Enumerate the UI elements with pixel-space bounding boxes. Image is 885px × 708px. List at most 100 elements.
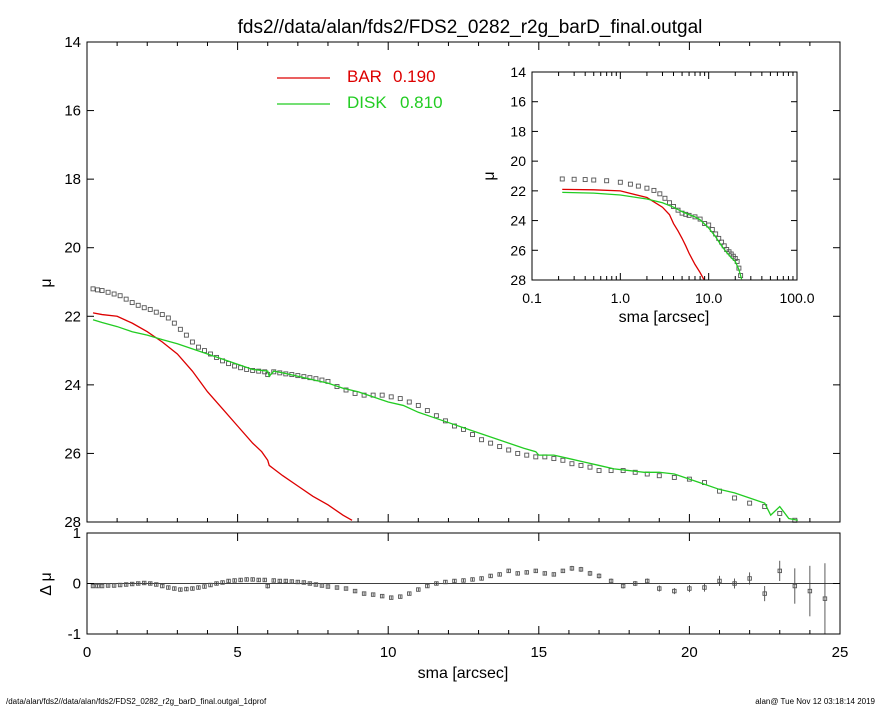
residual-data-point [184,586,189,592]
inset-plot-panel: 0.1 1.0 10.0 100.0 14 16 18 20 22 24 26 28 sma [arc… [481,64,815,326]
main-data-point [171,320,177,326]
inset-series-disk [562,191,743,280]
main-xtick-label: 5 [233,644,241,661]
residual-data-point [632,581,638,586]
residual-data-point [129,581,135,587]
residual-data-point [443,579,448,585]
residual-data-point [250,577,255,582]
residual-data-point [822,596,828,601]
chart-title: fds2//data/alan/fds2/FDS2_0282_r2g_barD_… [238,17,703,38]
residual-data-point [325,584,331,589]
main-data-point [479,437,485,443]
main-data-point [105,289,111,295]
main-data-point [250,368,256,373]
main-data-point [195,344,201,350]
main-data-point [232,363,238,369]
main-data-point [183,332,189,338]
main-ytick-label: 18 [64,171,81,188]
main-data-point [153,309,159,315]
residual-data-point [301,580,307,585]
main-series-disk [92,319,798,521]
main-xtick-label: 0 [83,644,91,661]
residual-ytick-label: -1 [68,626,81,643]
residual-data-point [747,576,752,581]
main-data-point [99,288,105,294]
residual-data-point [343,586,349,591]
main-data-point [732,495,738,501]
inset-data-point [651,187,657,193]
residual-data-point [178,587,183,592]
residual-data-point [452,578,457,584]
inset-data-point [692,214,698,220]
main-data-point [578,462,584,468]
inset-data-point [559,176,565,182]
main-data-point [95,287,100,293]
residual-data-point [389,595,394,600]
residual-data-point [313,582,319,587]
main-data-point [533,454,539,460]
main-data-point [111,291,117,297]
residual-data-point [289,579,295,584]
residual-data-point [587,571,593,576]
residual-data-point [578,567,584,572]
main-data-point [497,444,503,450]
main-ytick-label: 14 [64,34,81,51]
residual-data-point [379,593,385,599]
residual-plot-panel: 0 5 10 15 20 25-101 Δ μ sma [arcsec] [38,525,848,682]
main-xtick-label: 20 [681,644,698,661]
residual-data-point [160,583,165,589]
inset-data-point [667,200,672,206]
main-data-point [596,468,602,474]
main-data-point [189,339,195,345]
residual-ytick-label: 1 [73,525,81,542]
residual-data-point [295,579,301,585]
inset-xtick-label: 1.0 [611,290,631,306]
residual-data-point [407,591,412,596]
legend: BAR 0.190 DISK 0.810 [277,67,443,112]
main-ytick-label: 24 [64,377,81,394]
main-xtick-label: 25 [832,644,849,661]
main-data-point [671,474,677,480]
residual-data-point [608,578,614,584]
inset-ytick-label: 14 [510,64,526,80]
main-data-point [656,473,662,479]
main-ytick-label: 20 [64,240,81,257]
residual-data-point [238,577,243,583]
main-ytick-label: 28 [64,514,81,531]
residual-data-point [488,573,493,579]
inset-data-point [662,195,668,201]
residual-ytick-label: 0 [73,576,81,593]
main-data-point [352,390,358,396]
main-data-point [415,402,421,408]
main-data-point [470,432,475,438]
main-data-point [141,305,147,311]
legend-value-disk: 0.810 [400,93,443,112]
inset-data-point [657,191,663,197]
inset-ytick-label: 28 [510,272,526,288]
footer-file-path: /data/alan/fds2//data/alan/fds2/FDS2_028… [6,697,267,706]
inset-ytick-label: 26 [510,242,526,258]
residual-data-point [777,568,782,574]
main-axis-ticks: 14 16 18 20 22 24 26 28 [64,34,841,531]
residual-data-point [154,582,159,587]
main-plot-panel: 14 16 18 20 22 24 26 28 μ BAR 0.190 DISK 0.810 [38,34,841,531]
residual-data-point [283,578,288,584]
residual-data-point [370,592,376,597]
residual-data-point [277,578,282,584]
residual-data-point [479,576,484,581]
residual-data-point [807,588,813,594]
main-data-point [177,326,183,332]
main-data-point [129,300,135,306]
main-data-point [632,469,638,475]
inset-data-point [627,181,633,187]
residual-data-point [214,581,219,586]
residual-data-point [717,578,722,584]
main-x-axis-label: sma [arcsec] [418,665,509,682]
residual-data-point [732,581,737,586]
main-data-point [551,456,557,462]
residual-data-point [226,578,231,584]
inset-ytick-label: 18 [510,123,526,139]
residual-data-point [90,583,96,589]
residual-data-point [190,586,195,591]
